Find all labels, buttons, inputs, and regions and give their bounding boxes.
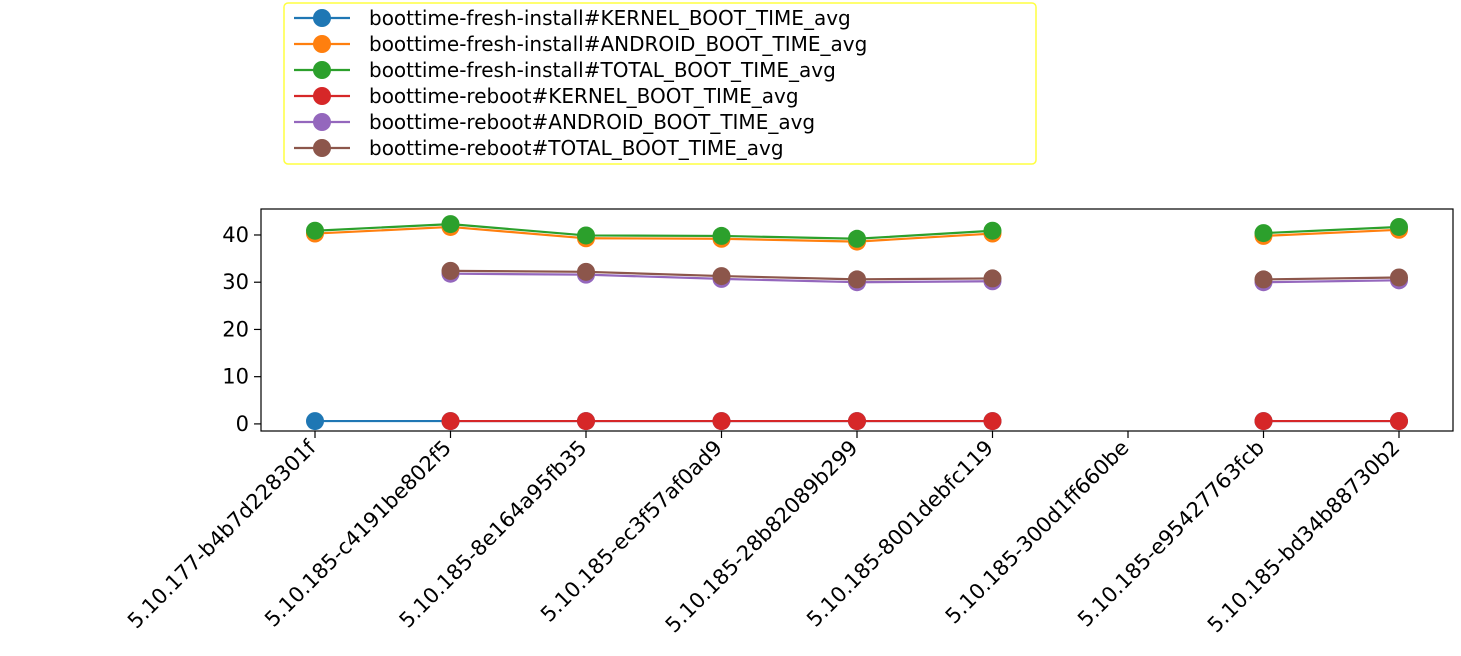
series-2-point-5: [983, 221, 1002, 240]
legend-swatch-marker-2: [313, 61, 331, 79]
legend-label-1: boottime-fresh-install#ANDROID_BOOT_TIME…: [369, 32, 867, 56]
legend-swatch-marker-3: [313, 87, 331, 105]
series-0-point-0: [306, 412, 324, 431]
series-2-point-8: [1390, 217, 1408, 236]
series-2-point-3: [712, 226, 731, 245]
legend-label-0: boottime-fresh-install#KERNEL_BOOT_TIME_…: [369, 6, 851, 30]
series-5-point-1: [441, 261, 460, 280]
series-3-point-3: [712, 412, 731, 431]
plot-area: 0 10 20 30 40 5.10.177-b4b7d228301f5.10.185-…: [123, 208, 1454, 637]
legend-item-2: boottime-fresh-install#TOTAL_BOOT_TIME_a…: [294, 58, 836, 82]
legend-label-3: boottime-reboot#KERNEL_BOOT_TIME_avg: [369, 84, 799, 108]
series-5-point-8: [1390, 268, 1408, 287]
series-2: [306, 215, 1408, 248]
series-1-line-0: [314, 225, 993, 243]
series-3-point-7: [1254, 412, 1273, 431]
series-2-point-0: [306, 221, 324, 240]
series-2-point-4: [848, 229, 866, 248]
series-5-point-7: [1254, 270, 1273, 289]
legend-swatch-marker-0: [313, 9, 331, 27]
series-3-point-2: [577, 412, 595, 431]
legend-swatch-marker-4: [313, 113, 331, 131]
y-tick-label-2: 20: [222, 317, 249, 341]
legend-label-5: boottime-reboot#TOTAL_BOOT_TIME_avg: [369, 136, 784, 160]
series-3-point-1: [441, 412, 460, 431]
x-axis: 5.10.177-b4b7d228301f5.10.185-c4191be802…: [123, 431, 1405, 637]
series-5-point-3: [712, 267, 731, 286]
legend-label-4: boottime-reboot#ANDROID_BOOT_TIME_avg: [369, 110, 815, 134]
y-tick-label-0: 0: [236, 412, 249, 436]
legend-swatch-marker-1: [313, 35, 331, 53]
legend: boottime-fresh-install#KERNEL_BOOT_TIME_…: [283, 2, 1037, 165]
legend-label-2: boottime-fresh-install#TOTAL_BOOT_TIME_a…: [369, 58, 836, 82]
legend-item-5: boottime-reboot#TOTAL_BOOT_TIME_avg: [294, 136, 784, 160]
series-5-point-5: [983, 269, 1002, 288]
y-tick-label-1: 10: [222, 365, 249, 389]
legend-item-1: boottime-fresh-install#ANDROID_BOOT_TIME…: [294, 32, 867, 56]
series-2-point-2: [577, 226, 595, 245]
series-2-line-0: [314, 223, 993, 240]
y-axis: 0 10 20 30 40: [222, 223, 261, 436]
series-3-point-4: [848, 412, 866, 431]
legend-item-0: boottime-fresh-install#KERNEL_BOOT_TIME_…: [294, 6, 851, 30]
series-2-point-7: [1254, 224, 1273, 243]
series-5-point-2: [577, 262, 595, 281]
y-tick-label-4: 40: [222, 223, 249, 247]
legend-frame: [283, 2, 1037, 165]
legend-item-3: boottime-reboot#KERNEL_BOOT_TIME_avg: [294, 84, 799, 108]
series-5-point-4: [848, 270, 866, 289]
series-3: [441, 412, 1408, 431]
series-1-line-1: [1263, 228, 1400, 238]
series-5: [441, 261, 1408, 289]
legend-swatch-marker-5: [313, 139, 331, 157]
series-4-line-1: [1263, 279, 1400, 284]
series-5-line-1: [1263, 276, 1400, 281]
series-3-point-5: [983, 412, 1002, 431]
series-2-line-1: [1263, 225, 1400, 235]
y-tick-label-3: 30: [222, 270, 249, 294]
legend-item-4: boottime-reboot#ANDROID_BOOT_TIME_avg: [294, 110, 815, 134]
series-2-point-1: [441, 215, 460, 234]
series-3-point-8: [1390, 412, 1408, 431]
